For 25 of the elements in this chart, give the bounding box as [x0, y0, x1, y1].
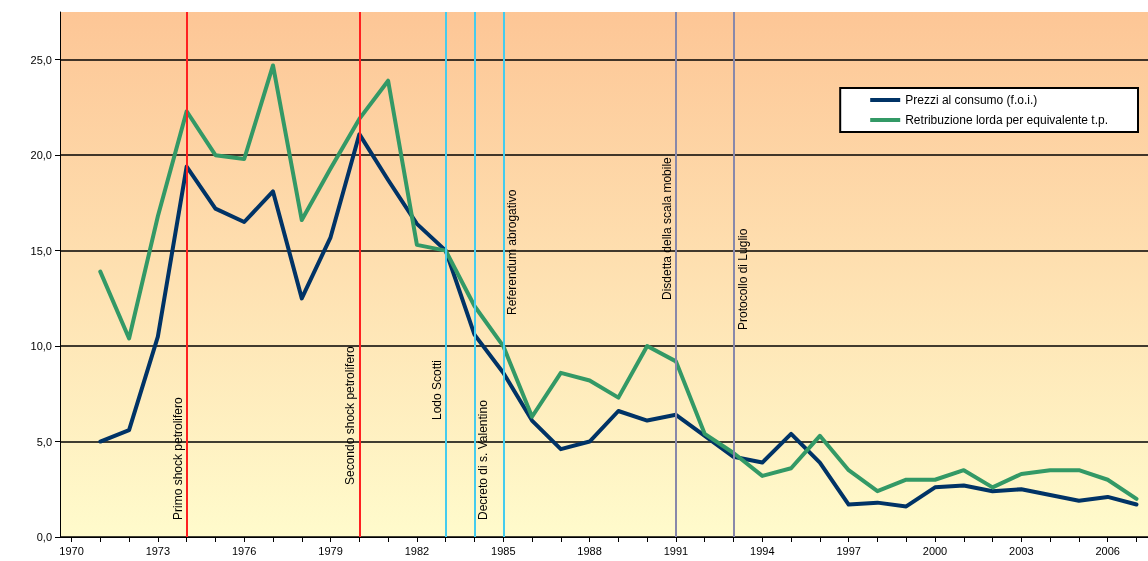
- x-tick-label: 1970: [59, 544, 84, 557]
- x-tick-label: 1973: [145, 544, 171, 557]
- x-tick-label: 1982: [404, 544, 430, 557]
- x-tick-label: 1991: [663, 544, 689, 557]
- ref-line-label: Referendum abrogativo: [505, 189, 520, 315]
- y-tick-label: 15,0: [30, 244, 52, 257]
- x-tick-label: 2003: [1009, 544, 1034, 557]
- x-tick-label: 1988: [577, 544, 602, 557]
- x-tick-label: 1997: [836, 544, 861, 557]
- y-tick-label: 5,0: [36, 435, 52, 448]
- ref-line-label: Secondo shock petrolifero: [343, 345, 358, 485]
- x-tick-label: 1985: [491, 544, 516, 557]
- x-tick-label: 1976: [231, 544, 257, 557]
- y-tick-label: 0,0: [36, 531, 52, 543]
- x-tick-label: 2006: [1095, 544, 1120, 557]
- x-tick-label: 1979: [318, 544, 343, 557]
- legend-label: Prezzi al consumo (f.o.i.): [905, 93, 1038, 107]
- legend-label: Retribuzione lorda per equivalente t.p.: [905, 113, 1108, 127]
- x-tick-label: 2000: [922, 544, 948, 557]
- ref-line-label: Primo shock petrolifero: [170, 396, 185, 520]
- x-tick-label: 1994: [750, 544, 775, 557]
- y-tick-label: 10,0: [30, 340, 52, 353]
- y-tick-label: 25,0: [30, 53, 52, 66]
- y-tick-label: 20,0: [30, 149, 52, 162]
- ref-line-label: Lodo Scotti: [429, 359, 444, 420]
